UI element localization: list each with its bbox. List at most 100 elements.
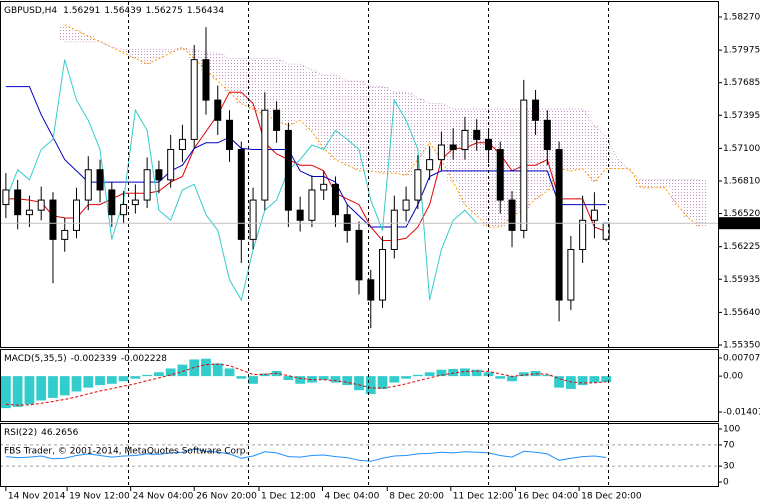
macd-bar <box>130 376 141 379</box>
candle-body <box>543 119 551 151</box>
macd-bar <box>59 376 70 396</box>
indicator-line <box>5 59 478 302</box>
macd-bar <box>71 376 82 392</box>
cloud-band <box>258 58 271 115</box>
y-tick-label: 1.57100 <box>723 144 760 154</box>
candle-body <box>249 199 257 240</box>
cloud-band <box>376 86 389 174</box>
cloud-band <box>153 49 165 59</box>
period-separators <box>128 2 609 486</box>
macd-bar <box>565 376 576 389</box>
macd-bar <box>389 376 400 383</box>
candle-body <box>473 129 481 140</box>
candle-body <box>14 189 22 216</box>
y-tick-label: 1.55350 <box>723 340 760 350</box>
macd-bar <box>283 376 294 380</box>
candle-body <box>590 209 598 221</box>
cloud-band <box>600 137 613 169</box>
macd-bar <box>142 374 153 377</box>
macd-bar <box>307 376 317 383</box>
panel-frames <box>0 1 719 487</box>
macd-bar <box>448 368 459 377</box>
cloud-band <box>306 69 318 132</box>
macd-bar <box>401 376 411 379</box>
candle-body <box>555 149 563 301</box>
candle-body <box>367 279 375 301</box>
candle-body <box>437 144 445 161</box>
macd-bar <box>460 368 470 377</box>
macd-bar <box>354 376 364 391</box>
symbol-header: GBPUSD,H4 1.56291 1.56439 1.56275 1.56434 <box>4 6 224 16</box>
cloud-band <box>70 30 83 42</box>
x-tick-label: 18 Dec 20:00 <box>581 492 642 502</box>
candle-body <box>379 248 387 301</box>
cloud-band <box>294 64 307 121</box>
cloud-band <box>553 109 565 169</box>
x-tick-label: 1 Dec 12:00 <box>261 492 316 502</box>
cloud-band <box>388 92 401 174</box>
candle-body <box>579 219 587 250</box>
macd-bar <box>601 376 612 383</box>
macd-bar <box>365 376 376 395</box>
candle-body <box>320 183 328 191</box>
cloud-band <box>82 36 95 42</box>
cloud-band <box>506 109 518 216</box>
y-tick-label: 1.55640 <box>723 308 760 318</box>
candle-body <box>449 144 457 151</box>
macd-bar <box>224 368 235 377</box>
macd-bar <box>295 376 306 384</box>
candle-body <box>532 99 540 121</box>
cloud-band <box>58 24 71 42</box>
y-tick-label: 1.58270 <box>723 12 760 22</box>
candle-body <box>143 169 151 201</box>
cloud-band <box>341 80 354 166</box>
footer: FBS Trader, © 2001-2014, MetaQuotes Soft… <box>4 447 248 457</box>
cloud-band <box>247 58 259 110</box>
candle-body <box>414 169 422 201</box>
cloud-band <box>659 179 671 188</box>
cloud-band <box>588 125 601 183</box>
candle-body <box>390 209 398 250</box>
cloud-band <box>129 49 142 59</box>
cloud-band <box>623 168 636 171</box>
y-tick-label: 1.56810 <box>723 176 760 186</box>
macd-bar <box>259 373 270 377</box>
candle-body <box>343 214 351 231</box>
cloud-band <box>317 75 330 149</box>
candle-body <box>84 169 92 201</box>
x-tick-label: 24 Nov 04:00 <box>133 492 194 502</box>
candle-body <box>496 149 504 201</box>
cloud-band <box>282 64 295 126</box>
candle-body <box>25 209 33 216</box>
senkou-span-b <box>64 41 701 181</box>
y-tick-label: 70 <box>723 440 735 450</box>
macd-bar <box>36 376 47 401</box>
macd-bar <box>471 369 482 377</box>
y-tick-label: 0.00 <box>723 372 743 382</box>
rsi-line <box>5 448 607 462</box>
candle-body <box>167 149 175 181</box>
senkou-span-a <box>64 24 701 228</box>
cloud-band <box>117 49 130 53</box>
main-frame <box>0 1 719 348</box>
x-tick-label: 19 Nov 12:00 <box>69 492 130 502</box>
candle-body <box>96 169 104 191</box>
candle-body <box>237 149 245 240</box>
candle-body <box>37 199 45 211</box>
macd-bar <box>165 368 176 377</box>
candle-body <box>131 199 139 206</box>
rsi-frame <box>0 423 719 487</box>
indicator-line <box>5 86 607 228</box>
cloud-band <box>694 179 707 228</box>
macd-bar <box>495 376 506 379</box>
macd-bar <box>154 372 164 377</box>
x-tick-label: 14 Nov 2014 <box>8 492 66 502</box>
macd-bar <box>589 376 600 383</box>
candle-body <box>155 169 163 181</box>
cloud-band <box>647 179 660 188</box>
high: 1.56439 <box>104 6 141 16</box>
macd-bar <box>12 376 23 407</box>
symbol: GBPUSD,H4 <box>4 6 57 16</box>
macd-bar <box>106 376 117 384</box>
candle-body <box>331 183 339 216</box>
